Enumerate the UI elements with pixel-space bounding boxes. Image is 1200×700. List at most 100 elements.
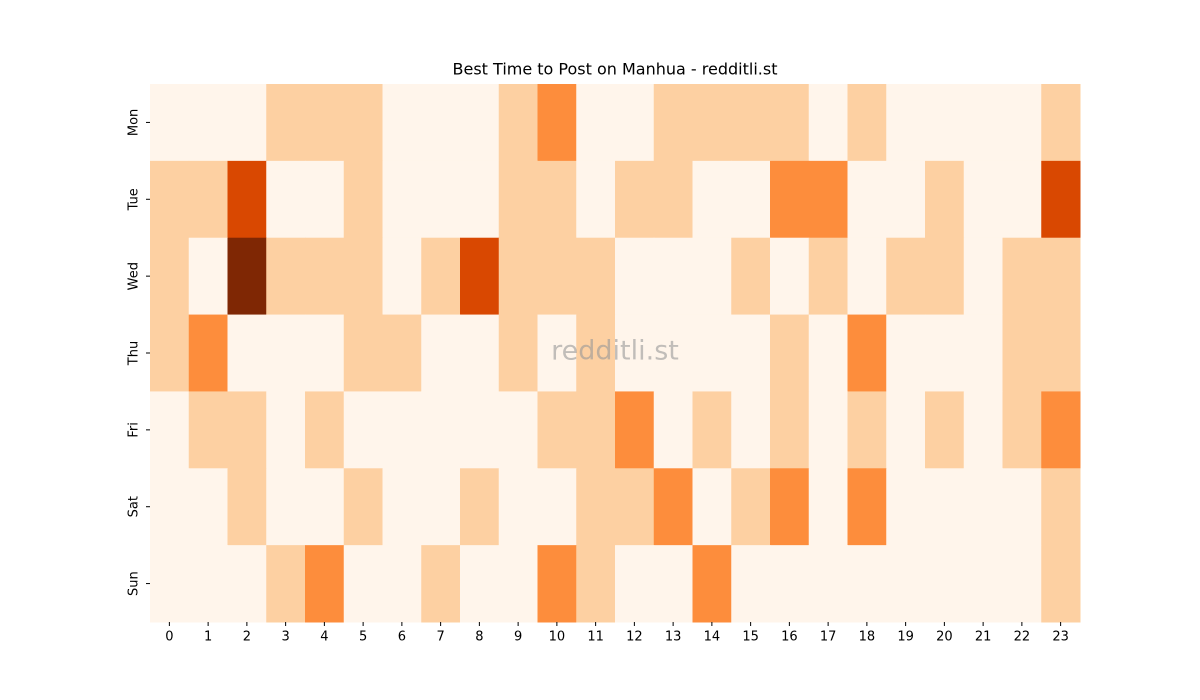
heat-cell <box>382 84 422 162</box>
x-tick-label: 23 <box>1052 630 1069 645</box>
y-tick-label: Thu <box>127 341 142 366</box>
heat-cell <box>1002 314 1042 392</box>
heat-cell <box>150 160 190 239</box>
heat-cell <box>847 237 887 316</box>
x-tick-label: 13 <box>665 630 682 645</box>
heat-cell <box>963 84 1003 162</box>
heat-cell <box>460 545 500 623</box>
heat-cell <box>576 237 616 316</box>
x-tick-label: 0 <box>165 630 173 645</box>
heat-cell <box>770 391 810 469</box>
heat-cell <box>227 545 267 623</box>
heat-cell <box>343 545 383 623</box>
x-tick-label: 7 <box>436 630 444 645</box>
x-tick-label: 18 <box>859 630 876 645</box>
x-tick-label: 12 <box>626 630 643 645</box>
heat-cell <box>886 237 926 316</box>
heat-cell <box>925 545 965 623</box>
heat-cell <box>653 237 693 316</box>
y-tick-label: Sun <box>127 571 142 596</box>
heat-cell <box>770 468 810 546</box>
heat-cell <box>847 545 887 623</box>
heat-cell <box>847 314 887 392</box>
heat-cell <box>498 314 538 392</box>
heat-cell <box>1041 391 1081 469</box>
heat-cell <box>266 545 306 623</box>
heat-cell <box>1041 84 1081 162</box>
heat-cell <box>615 545 655 623</box>
heat-cell <box>615 84 655 162</box>
heat-cell <box>770 237 810 316</box>
heat-cell <box>343 314 383 392</box>
heat-cell <box>925 84 965 162</box>
heat-cell <box>576 84 616 162</box>
x-tick-label: 15 <box>742 630 759 645</box>
heat-cell <box>692 84 732 162</box>
heat-cell <box>382 314 422 392</box>
x-tick-label: 20 <box>936 630 953 645</box>
heat-cell <box>963 545 1003 623</box>
x-tick-label: 6 <box>398 630 406 645</box>
heat-cell <box>886 84 926 162</box>
heat-cell <box>808 237 848 316</box>
heat-cell <box>266 237 306 316</box>
x-tick-label: 22 <box>1014 630 1031 645</box>
heat-cell <box>537 545 577 623</box>
heat-cell <box>460 391 500 469</box>
heat-cell <box>731 468 771 546</box>
heat-cell <box>266 84 306 162</box>
x-tick-label: 4 <box>320 630 328 645</box>
heat-cell <box>770 84 810 162</box>
heat-cell <box>847 84 887 162</box>
heat-cell <box>615 391 655 469</box>
x-tick-label: 19 <box>897 630 914 645</box>
heat-cell <box>266 314 306 392</box>
heat-cell <box>498 237 538 316</box>
heat-cell <box>1041 314 1081 392</box>
heat-cell <box>963 391 1003 469</box>
heat-cell <box>963 160 1003 239</box>
heat-cell <box>692 314 732 392</box>
x-tick-label: 11 <box>587 630 604 645</box>
heat-cell <box>188 468 228 546</box>
heat-cell <box>731 391 771 469</box>
heat-cell <box>847 468 887 546</box>
x-tick-label: 5 <box>359 630 367 645</box>
y-tick-label: Fri <box>127 422 142 438</box>
heat-cell <box>382 468 422 546</box>
heat-cell <box>615 468 655 546</box>
heat-cell <box>653 160 693 239</box>
heat-cell <box>421 391 461 469</box>
heat-cell <box>1041 237 1081 316</box>
heat-cell <box>305 160 345 239</box>
heat-cell <box>460 468 500 546</box>
heat-cell <box>615 314 655 392</box>
heat-cell <box>227 468 267 546</box>
heat-cell <box>188 314 228 392</box>
heat-cell <box>1002 160 1042 239</box>
heat-cell <box>305 468 345 546</box>
heat-cell <box>305 84 345 162</box>
heat-cell <box>925 237 965 316</box>
heat-cell <box>615 160 655 239</box>
heat-cell <box>227 160 267 239</box>
heat-cell <box>188 160 228 239</box>
heat-cell <box>421 314 461 392</box>
heat-cell <box>925 468 965 546</box>
heat-cell <box>305 237 345 316</box>
heat-cell <box>266 391 306 469</box>
heat-cell <box>382 237 422 316</box>
heat-cell <box>692 468 732 546</box>
heat-cell <box>150 84 190 162</box>
heat-cell <box>537 468 577 546</box>
heat-cell <box>382 391 422 469</box>
heat-cell <box>847 391 887 469</box>
heat-cell <box>886 391 926 469</box>
heat-cell <box>421 545 461 623</box>
heat-cell <box>498 84 538 162</box>
heat-cell <box>227 391 267 469</box>
heat-cell <box>1041 468 1081 546</box>
heat-cell <box>498 160 538 239</box>
heat-cell <box>653 391 693 469</box>
heat-cell <box>808 545 848 623</box>
